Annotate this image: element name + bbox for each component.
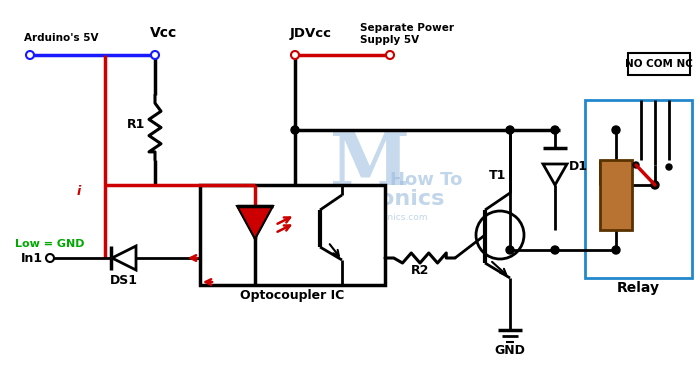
Text: D1: D1 (569, 160, 588, 173)
Text: Relay: Relay (617, 281, 660, 295)
Circle shape (506, 246, 514, 254)
Text: NO COM NC: NO COM NC (625, 59, 693, 69)
Text: i: i (77, 185, 81, 198)
Circle shape (666, 164, 672, 170)
Text: JDVcc: JDVcc (290, 27, 332, 40)
Circle shape (506, 126, 514, 134)
Text: Low = GND: Low = GND (15, 239, 85, 249)
Circle shape (151, 51, 159, 59)
Text: GND: GND (495, 344, 526, 357)
Text: M: M (330, 129, 410, 200)
Circle shape (612, 246, 620, 254)
Text: R1: R1 (127, 118, 146, 131)
Bar (200, 185, 385, 285)
Text: How To: How To (390, 171, 463, 189)
Bar (600, 160, 632, 230)
Circle shape (633, 162, 639, 168)
Circle shape (612, 126, 620, 134)
Bar (628, 53, 690, 75)
Text: T1: T1 (489, 169, 507, 182)
Text: www.HowToMechatronics.com: www.HowToMechatronics.com (293, 213, 428, 222)
Circle shape (551, 246, 559, 254)
Text: In1: In1 (21, 251, 43, 264)
Circle shape (551, 126, 559, 134)
Circle shape (46, 254, 54, 262)
Text: DS1: DS1 (110, 274, 138, 287)
Text: Mechatronics: Mechatronics (276, 189, 444, 209)
Circle shape (651, 181, 659, 189)
Text: Separate Power: Separate Power (360, 23, 454, 33)
Text: Supply 5V: Supply 5V (360, 35, 419, 45)
Text: Vcc: Vcc (150, 26, 177, 40)
Circle shape (386, 51, 394, 59)
Polygon shape (543, 164, 567, 185)
Text: Optocoupler IC: Optocoupler IC (240, 289, 344, 302)
Polygon shape (112, 246, 136, 270)
Circle shape (291, 51, 299, 59)
Text: Arduino's 5V: Arduino's 5V (24, 33, 99, 43)
Bar (585, 100, 692, 278)
Text: R2: R2 (411, 264, 429, 277)
Circle shape (291, 126, 299, 134)
Circle shape (26, 51, 34, 59)
Polygon shape (237, 206, 273, 239)
